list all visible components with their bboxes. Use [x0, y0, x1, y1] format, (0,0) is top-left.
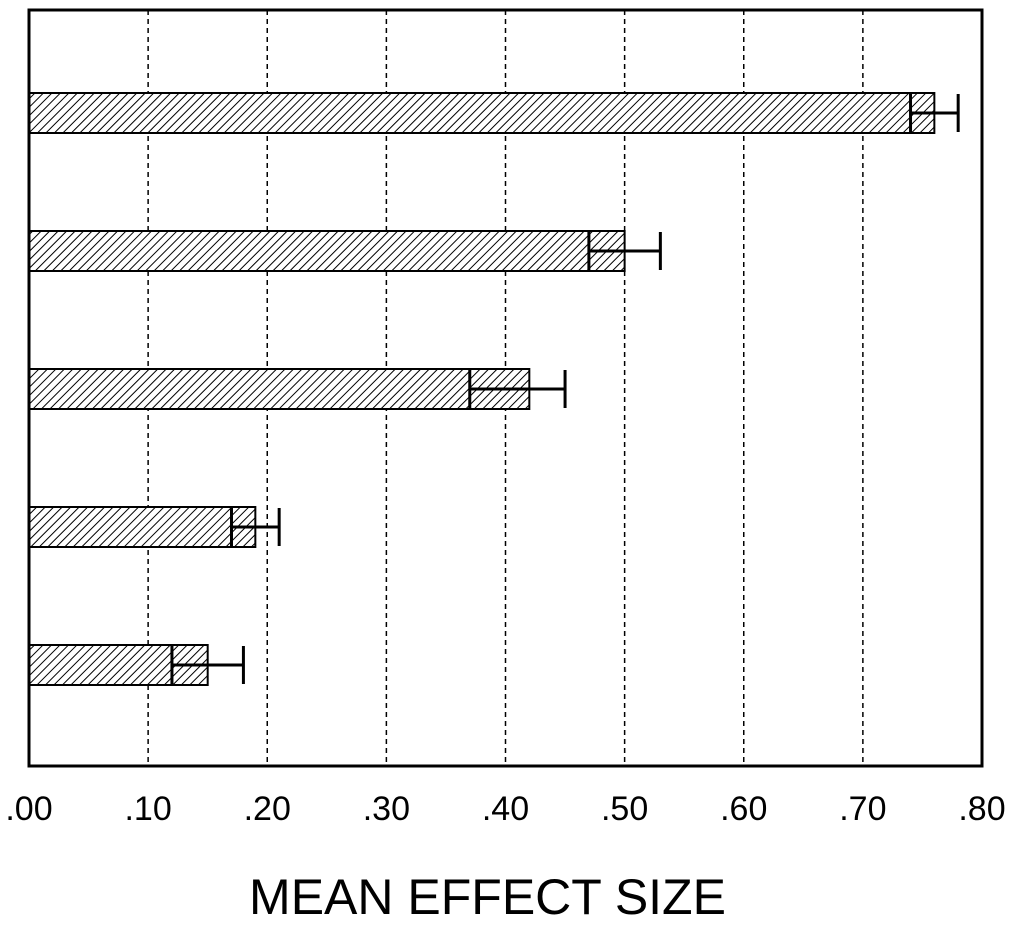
error-bar	[170, 646, 245, 684]
bars	[28, 92, 936, 686]
x-tick-label: .50	[601, 790, 648, 828]
x-tick-label: .30	[363, 790, 410, 828]
bar	[28, 92, 936, 134]
plot-frame	[27, 8, 984, 768]
x-tick-label: .20	[244, 790, 291, 828]
error-bar	[587, 232, 662, 270]
x-tick-label: .60	[720, 790, 767, 828]
x-tick-label: .40	[482, 790, 529, 828]
bar	[28, 368, 531, 410]
x-tick-labels: .00 .10 .20 .30 .40 .50 .60 .70 .80	[5, 790, 1005, 828]
x-axis-title: MEAN EFFECT SIZE	[249, 869, 726, 921]
error-bar	[468, 370, 567, 408]
bar	[28, 230, 626, 272]
error-bars	[170, 94, 960, 684]
error-bar	[909, 94, 960, 132]
x-tick-label: .80	[958, 790, 1005, 828]
bar	[28, 506, 257, 548]
error-bar	[230, 508, 281, 546]
x-tick-label: .00	[5, 790, 52, 828]
x-tick-label: .10	[124, 790, 171, 828]
x-tick-label: .70	[839, 790, 886, 828]
